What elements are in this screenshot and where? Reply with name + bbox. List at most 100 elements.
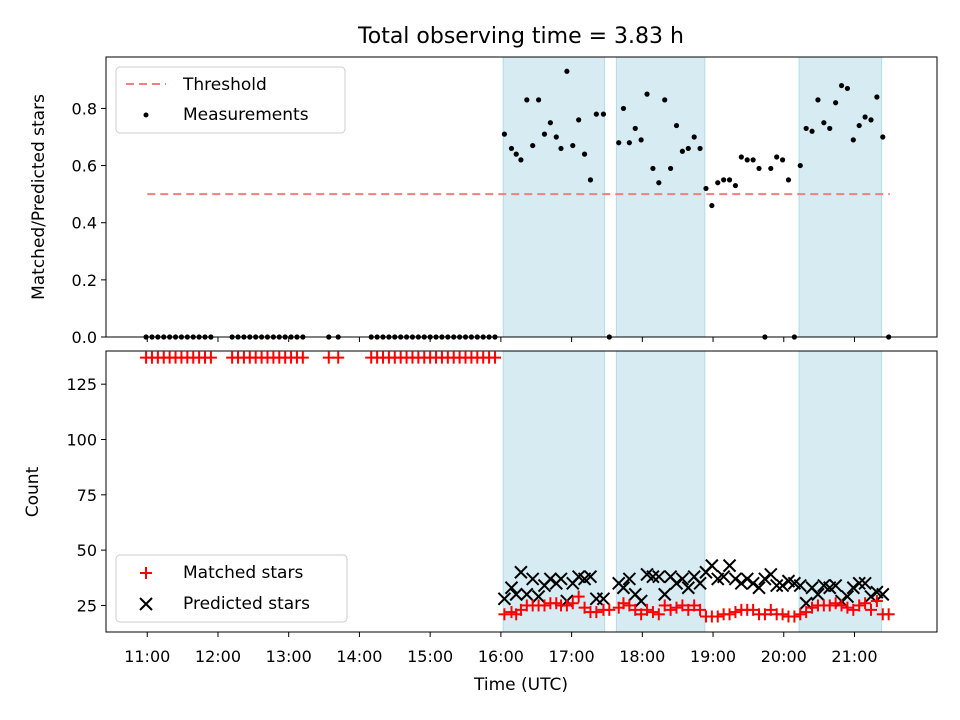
- measurement-point: [821, 120, 827, 126]
- predicted-star-point: [693, 576, 707, 591]
- measurement-point: [513, 151, 519, 157]
- measurement-point: [620, 105, 627, 112]
- predicted-star-point: [764, 567, 778, 582]
- legend-matched-label: Matched stars: [183, 563, 303, 583]
- predicted-star-point: [758, 572, 772, 586]
- legend-threshold-label: Threshold: [182, 75, 267, 95]
- top-y-ticks: 0.0 0.2 0.4 0.6 0.8: [72, 99, 106, 347]
- x-tick-label: 14:00: [336, 647, 382, 666]
- matched-star-point: [864, 603, 877, 616]
- predicted-star-point: [675, 572, 690, 586]
- predicted-star-point: [852, 576, 866, 591]
- measurement-point: [668, 165, 674, 172]
- predicted-star-point: [139, 597, 153, 611]
- measurement-point: [501, 131, 508, 137]
- legend-matched-swatch: [140, 567, 152, 579]
- matched-star-point: [853, 599, 866, 612]
- predicted-star-point: [734, 576, 749, 591]
- predicted-star-point: [876, 587, 890, 602]
- matched-star-point: [670, 601, 683, 614]
- measurement-point: [593, 111, 599, 117]
- measurement-point: [856, 122, 862, 129]
- measurement-point: [862, 114, 868, 120]
- x-tick-label: 16:00: [478, 647, 524, 666]
- measurement-point: [685, 145, 691, 152]
- predicted-star-point: [616, 581, 631, 595]
- matched-star-point: [776, 608, 789, 621]
- predicted-star-point: [497, 592, 512, 606]
- measurement-point: [518, 157, 524, 163]
- measurement-point: [744, 157, 750, 163]
- measurement-point: [632, 125, 638, 132]
- predicted-star-point: [769, 578, 784, 593]
- top-shaded-intervals: [502, 56, 883, 338]
- matched-star-point: [641, 603, 654, 616]
- top-legend-box: [115, 66, 346, 134]
- shaded-interval: [502, 350, 606, 633]
- predicted-star-point: [514, 565, 528, 579]
- predicted-star-point: [646, 569, 660, 584]
- matched-star-point: [572, 590, 585, 603]
- measurement-point: [756, 165, 762, 172]
- matched-star-point: [617, 597, 630, 610]
- bottom-legend: Matched stars Predicted stars: [115, 554, 348, 623]
- y-tick-label: 0.6: [72, 157, 97, 176]
- measurement-point: [564, 68, 570, 74]
- x-tick-label: 21:00: [831, 647, 877, 666]
- matched-star-point: [711, 610, 724, 623]
- measurement-point: [703, 185, 709, 192]
- y-tick-label: 125: [66, 375, 97, 394]
- y-tick-label: 0.0: [72, 328, 97, 347]
- measurement-point: [844, 85, 851, 92]
- bottom-shaded-intervals: [502, 350, 883, 633]
- matched-star-point: [859, 597, 872, 610]
- predicted-star-point: [520, 587, 534, 602]
- measurement-point: [570, 142, 576, 149]
- bottom-panel: 25 50 75 100 125 11:00 12:00 13:00 14:00 15:00 16…: [23, 350, 938, 695]
- predicted-star-point: [846, 581, 861, 595]
- x-tick-label: 19:00: [690, 647, 736, 666]
- predicted-star-point: [634, 594, 648, 608]
- y-tick-label: 75: [77, 486, 97, 505]
- legend-predicted-label: Predicted stars: [183, 594, 310, 614]
- measurement-point: [750, 157, 756, 163]
- predicted-star-point: [681, 581, 695, 595]
- matched-star-point: [332, 351, 345, 364]
- measurement-point: [726, 177, 733, 183]
- measurement-point: [721, 177, 727, 183]
- measurement-point: [838, 82, 845, 89]
- measurement-point: [650, 165, 656, 172]
- measurement-point: [715, 180, 721, 186]
- measurement-point: [600, 111, 607, 117]
- shaded-interval: [615, 56, 706, 338]
- bottom-x-ticks: 11:00 12:00 13:00 14:00 15:00 16:00 17:00 18:00…: [124, 632, 878, 666]
- predicted-star-point: [509, 587, 523, 602]
- y-tick-label: 100: [66, 431, 97, 450]
- measurement-point: [697, 145, 703, 152]
- measurement-point: [809, 128, 815, 134]
- top-y-axis-label: Matched/Predicted stars: [29, 94, 49, 300]
- measurement-point: [638, 137, 644, 143]
- measurement-point: [524, 97, 530, 103]
- measurement-point: [709, 202, 715, 209]
- matched-star-point: [140, 567, 152, 579]
- matched-star-point: [835, 599, 848, 612]
- matched-star-point: [788, 610, 801, 623]
- top-legend: Threshold Measurements: [115, 66, 346, 134]
- y-tick-label: 0.4: [72, 214, 97, 233]
- measurement-point: [644, 91, 650, 97]
- measurement-point: [874, 94, 880, 100]
- legend-measurements-label: Measurements: [183, 105, 309, 125]
- measurement-point: [868, 117, 874, 123]
- matched-star-point: [841, 601, 854, 614]
- measurement-point: [535, 97, 542, 103]
- matched-star-point: [646, 606, 659, 619]
- predicted-star-point: [775, 578, 790, 593]
- measurement-point: [553, 134, 559, 140]
- matched-star-point: [664, 603, 677, 616]
- measurement-point: [673, 122, 680, 129]
- x-tick-label: 13:00: [266, 647, 312, 666]
- measurement-point: [768, 165, 774, 172]
- measurement-point: [576, 117, 582, 123]
